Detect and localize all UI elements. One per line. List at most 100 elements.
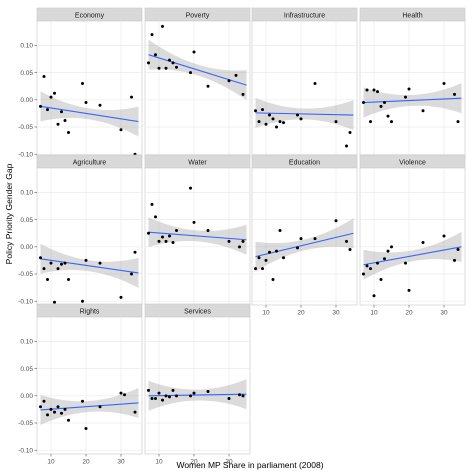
plot-area: [359, 167, 466, 306]
data-point: [150, 202, 154, 206]
data-point: [383, 101, 386, 105]
data-point: [175, 65, 178, 69]
data-point: [275, 125, 278, 129]
y-tick-label: 0.10: [20, 339, 33, 346]
data-point: [42, 399, 46, 403]
x-tick-label: 20: [297, 310, 305, 317]
data-point: [39, 104, 42, 108]
data-point: [63, 407, 67, 411]
data-point: [379, 277, 383, 281]
data-point: [369, 120, 372, 124]
data-point: [154, 397, 157, 401]
data-point: [189, 186, 192, 190]
facet-panel-water: Water: [144, 154, 251, 306]
data-point: [206, 84, 210, 88]
data-point: [161, 24, 164, 28]
facet-strip-label: Agriculture: [73, 160, 107, 167]
data-point: [42, 74, 46, 78]
data-point: [379, 104, 383, 108]
data-point: [164, 66, 168, 70]
data-point: [271, 117, 275, 121]
data-point: [376, 261, 379, 265]
y-axis-title: Policy Priority Gender Gap: [4, 163, 14, 264]
data-point: [282, 121, 285, 125]
data-point: [345, 144, 348, 148]
plot-area: [144, 316, 251, 455]
plot-area: [251, 20, 358, 159]
data-point: [164, 239, 168, 243]
data-point: [175, 229, 178, 233]
data-point: [53, 410, 56, 414]
data-point: [348, 130, 352, 134]
data-point: [60, 411, 63, 415]
data-point: [278, 120, 282, 124]
plot-area: [36, 20, 143, 159]
panels-layer: Economy -0.10 -0.05 0.00 0.05 0.10 Poverty Infr…: [18, 7, 466, 466]
data-point: [53, 91, 56, 95]
data-point: [42, 267, 46, 271]
data-point: [362, 101, 365, 105]
data-point: [56, 267, 60, 271]
facet-panel-economy: Economy -0.10 -0.05 0.00 0.05 0.10: [18, 7, 143, 159]
data-point: [119, 391, 123, 395]
data-point: [157, 239, 161, 243]
data-point: [282, 256, 285, 260]
x-tick-label: 10: [155, 459, 163, 466]
data-point: [81, 399, 84, 403]
y-tick-label: 0.00: [20, 393, 33, 400]
x-tick-label: 20: [405, 310, 413, 317]
data-point: [261, 267, 264, 271]
data-point: [84, 101, 88, 105]
data-point: [296, 113, 299, 117]
data-point: [130, 272, 133, 276]
data-point: [84, 426, 88, 430]
data-point: [147, 388, 150, 392]
data-point: [257, 256, 261, 260]
data-point: [147, 231, 150, 235]
data-point: [161, 235, 164, 239]
data-point: [227, 239, 231, 243]
x-tick-label: 30: [440, 310, 448, 317]
data-point: [171, 240, 175, 244]
data-point: [456, 120, 460, 124]
y-tick-label: 0.00: [20, 97, 33, 104]
data-point: [63, 118, 67, 122]
plot-area: [359, 20, 466, 159]
data-point: [383, 257, 386, 261]
data-point: [334, 120, 338, 124]
data-point: [171, 388, 175, 392]
data-point: [81, 299, 84, 303]
y-tick-label: -0.10: [18, 151, 33, 158]
data-point: [268, 250, 271, 254]
data-point: [407, 87, 411, 91]
fit-line: [148, 231, 247, 241]
data-point: [261, 108, 264, 112]
data-point: [60, 110, 63, 114]
data-point: [123, 393, 126, 397]
data-point: [390, 120, 393, 124]
data-point: [234, 73, 238, 77]
x-tick-label: 30: [117, 459, 125, 466]
data-point: [362, 272, 365, 276]
data-point: [369, 267, 372, 271]
data-point: [157, 66, 161, 70]
data-point: [67, 418, 70, 422]
facet-strip-label: Poverty: [186, 13, 210, 20]
data-point: [192, 50, 196, 54]
data-point: [56, 405, 60, 409]
data-point: [60, 262, 63, 266]
data-point: [150, 397, 154, 401]
fit-line: [363, 97, 462, 104]
y-tick-label: 0.05: [20, 70, 33, 77]
facet-strip-label: Violence: [399, 160, 426, 167]
x-axis-title: Women MP Share in parliament (2008): [176, 460, 323, 470]
data-point: [39, 256, 42, 260]
data-point: [313, 82, 317, 86]
facet-panel-agriculture: Agriculture -0.10 -0.05 0.00 0.05 0.10: [18, 154, 143, 305]
data-point: [98, 103, 102, 107]
data-point: [238, 245, 241, 249]
data-point: [421, 240, 425, 244]
facet-panel-health: Health: [359, 7, 466, 159]
data-point: [278, 229, 282, 233]
